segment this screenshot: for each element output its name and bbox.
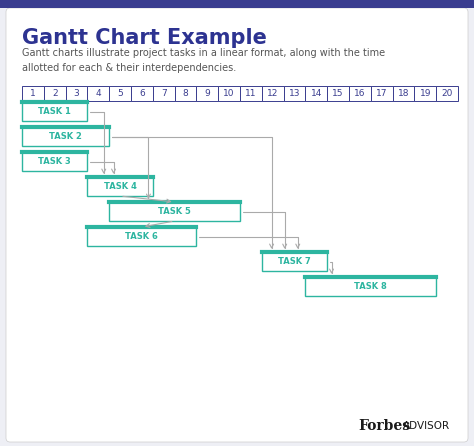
Text: 19: 19 [419,89,431,98]
Text: TASK 4: TASK 4 [104,182,137,191]
FancyBboxPatch shape [196,86,218,101]
Text: 5: 5 [117,89,123,98]
Text: 8: 8 [182,89,188,98]
Text: Gantt Chart Example: Gantt Chart Example [22,28,267,48]
FancyBboxPatch shape [262,86,283,101]
Text: 11: 11 [245,89,256,98]
FancyBboxPatch shape [22,127,109,146]
Text: 10: 10 [223,89,235,98]
FancyBboxPatch shape [436,86,458,101]
Text: 20: 20 [441,89,453,98]
Text: Gantt charts illustrate project tasks in a linear format, along with the time
al: Gantt charts illustrate project tasks in… [22,48,385,73]
FancyBboxPatch shape [65,86,87,101]
Text: 1: 1 [30,89,36,98]
FancyBboxPatch shape [153,86,174,101]
Text: 2: 2 [52,89,57,98]
FancyBboxPatch shape [22,86,44,101]
FancyBboxPatch shape [392,86,414,101]
Text: TASK 3: TASK 3 [38,157,71,166]
FancyBboxPatch shape [87,86,109,101]
FancyBboxPatch shape [22,152,87,171]
FancyBboxPatch shape [349,86,371,101]
Text: 7: 7 [161,89,166,98]
Text: TASK 7: TASK 7 [278,257,311,266]
Text: 18: 18 [398,89,409,98]
Text: 16: 16 [354,89,365,98]
FancyBboxPatch shape [6,8,468,442]
FancyBboxPatch shape [371,86,392,101]
FancyBboxPatch shape [305,277,436,296]
Text: 14: 14 [310,89,322,98]
Text: TASK 8: TASK 8 [355,282,387,291]
FancyBboxPatch shape [87,227,196,246]
FancyBboxPatch shape [44,86,65,101]
Text: 4: 4 [95,89,101,98]
FancyBboxPatch shape [174,86,196,101]
Text: Forbes: Forbes [358,419,410,433]
Text: ADVISOR: ADVISOR [403,421,450,431]
Text: TASK 5: TASK 5 [158,207,191,216]
Text: 6: 6 [139,89,145,98]
Text: 9: 9 [204,89,210,98]
FancyBboxPatch shape [327,86,349,101]
FancyBboxPatch shape [218,86,240,101]
Text: TASK 6: TASK 6 [126,232,158,241]
FancyBboxPatch shape [262,252,327,271]
FancyBboxPatch shape [0,0,474,8]
FancyBboxPatch shape [131,86,153,101]
FancyBboxPatch shape [109,86,131,101]
Text: 13: 13 [289,89,300,98]
FancyBboxPatch shape [305,86,327,101]
Text: 15: 15 [332,89,344,98]
FancyBboxPatch shape [22,102,87,121]
FancyBboxPatch shape [87,177,153,196]
FancyBboxPatch shape [109,202,240,221]
Text: 17: 17 [376,89,387,98]
FancyBboxPatch shape [414,86,436,101]
Text: TASK 1: TASK 1 [38,107,71,116]
Text: 3: 3 [73,89,79,98]
Text: 12: 12 [267,89,278,98]
Text: TASK 2: TASK 2 [49,132,82,141]
FancyBboxPatch shape [240,86,262,101]
FancyBboxPatch shape [283,86,305,101]
